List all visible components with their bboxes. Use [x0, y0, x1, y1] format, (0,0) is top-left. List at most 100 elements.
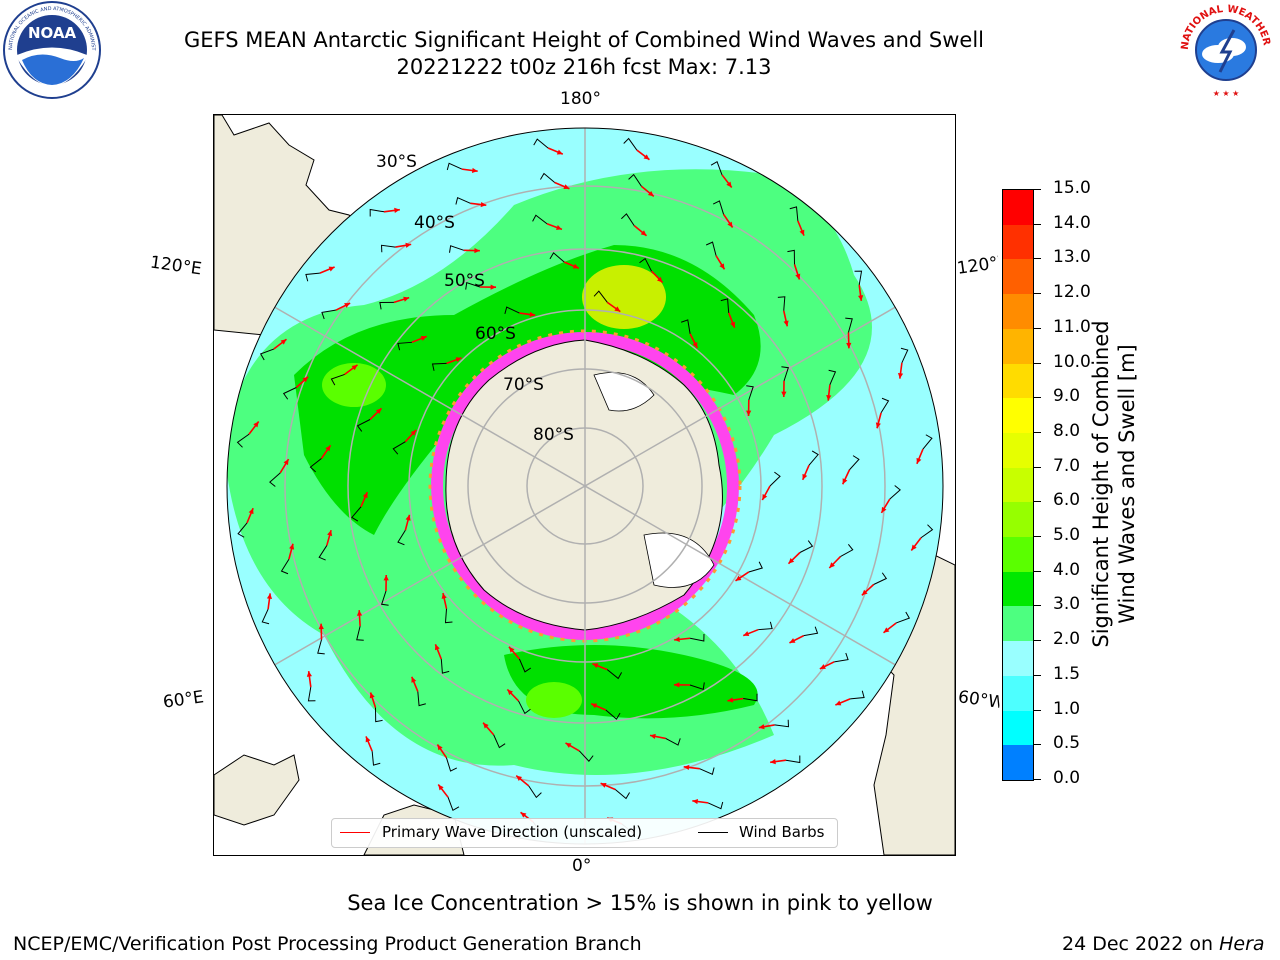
colorbar-tick-mark	[1034, 362, 1041, 364]
wind-barb	[781, 366, 790, 382]
colorbar-segment	[1003, 294, 1033, 329]
wind-barb	[900, 347, 909, 364]
wind-barb	[889, 485, 901, 500]
wind-barb	[446, 162, 463, 171]
wind-barb	[317, 639, 325, 655]
wave-arrow-head	[781, 391, 787, 398]
colorbar-tick-label: 9.0	[1053, 386, 1081, 407]
graticule	[227, 128, 943, 844]
wind-barb	[748, 561, 763, 573]
wind-barb	[504, 306, 520, 314]
colorbar-tick-label: 7.0	[1053, 455, 1081, 476]
wave-arrow-head	[730, 321, 736, 328]
colorbar-tick-mark	[1034, 605, 1041, 607]
wind-barb	[321, 309, 336, 320]
colorbar-tick-label: 8.0	[1053, 420, 1081, 441]
wind-barb	[261, 608, 270, 625]
wave-arrow-head	[455, 357, 462, 363]
colorbar-segment	[1003, 190, 1033, 225]
wind-barb	[896, 611, 911, 624]
lat-label-80: 80°S	[533, 425, 574, 445]
lon-label-upper-right: 120°W	[955, 253, 1001, 279]
wave-arrow-head	[842, 478, 848, 485]
wave-arrow-head	[474, 247, 480, 254]
wind-barb	[356, 419, 371, 432]
wave-arrow-head	[563, 184, 570, 190]
colorbar-segment	[1003, 571, 1033, 607]
colorbar-title-line1: Significant Height of Combined	[1089, 320, 1113, 648]
wave-arrow-head	[289, 543, 295, 550]
wind-barb	[789, 206, 799, 221]
wind-barb	[799, 540, 814, 553]
wind-barb	[318, 545, 328, 561]
wave-arrow-head	[743, 631, 750, 637]
wave-arrow-head	[802, 473, 808, 480]
lon-label-bottom: 0°	[572, 856, 592, 876]
wave-arrow-head	[266, 593, 273, 600]
wind-barb	[854, 270, 863, 286]
wave-arrow-head	[572, 263, 579, 269]
wind-barb	[758, 621, 773, 631]
wind-barb	[237, 522, 248, 538]
colorbar-segment	[1003, 328, 1033, 364]
wind-barb	[374, 707, 383, 723]
wave-arrow-head	[508, 646, 515, 653]
wind-barb	[712, 200, 725, 215]
wind-barb	[493, 734, 506, 749]
vector-field	[236, 137, 934, 835]
wave-arrow-head	[437, 744, 443, 751]
wave-arrow-head	[302, 376, 309, 383]
colorbar-tick-mark	[1034, 536, 1041, 538]
wave-arrow-head	[410, 429, 417, 436]
wind-barb	[689, 682, 705, 691]
host-name: Hera	[1219, 933, 1265, 955]
colorbar-segment	[1003, 259, 1033, 295]
wind-barb	[840, 543, 854, 557]
colorbar-tick-mark	[1034, 223, 1041, 225]
colorbar-tick-mark	[1034, 327, 1041, 329]
wave-arrow-head	[726, 181, 732, 188]
colorbar-segment	[1003, 467, 1033, 503]
wave-arrow-head	[438, 784, 444, 791]
wave-arrow-head	[819, 664, 826, 669]
wave-secondary-peak	[322, 363, 386, 407]
wave-arrow-head	[520, 812, 527, 818]
colorbar-tick-label: 14.0	[1053, 212, 1091, 233]
wind-barb	[381, 244, 396, 253]
wind-barb-label: Wind Barbs	[739, 823, 825, 841]
wave-arrow-head	[683, 764, 690, 771]
colorbar-tick-label: 5.0	[1053, 525, 1081, 546]
wave-arrow-head	[858, 295, 864, 301]
lon-label-lower-left: 60°E	[161, 687, 206, 713]
wave-arrow-head	[328, 266, 335, 272]
wind-barb	[606, 669, 623, 680]
wave-arrow-head	[826, 394, 832, 401]
lon-label-top: 180°	[560, 89, 601, 109]
wave-arrow-head	[861, 589, 868, 596]
wind-barb	[540, 172, 555, 183]
wave-arrow-head	[434, 644, 440, 651]
wind-barb	[356, 626, 364, 641]
wave-arrow-head	[405, 514, 411, 521]
wind-barb	[849, 455, 860, 471]
lat-label-40: 40°S	[414, 213, 455, 233]
wind-barb	[845, 317, 853, 333]
lon-label-lower-right: 60°W	[956, 687, 1002, 713]
wind-barb	[873, 572, 888, 585]
wave-arrow-head	[692, 342, 698, 349]
wave-arrow-head	[403, 296, 410, 302]
wind-barb	[392, 441, 406, 455]
colorbar-tick-mark	[1034, 709, 1041, 711]
wave-arrow-head	[846, 342, 852, 349]
wave-arrow-head	[789, 638, 796, 643]
wave-peak	[582, 265, 666, 329]
wind-barb	[743, 693, 758, 702]
wind-barb	[803, 626, 819, 637]
wave-arrow-head	[253, 421, 259, 428]
colorbar-tick-label: 1.5	[1053, 663, 1081, 684]
wind-barb	[920, 524, 934, 539]
wave-arrow-head	[318, 623, 324, 630]
colorbar-tick-mark	[1034, 570, 1041, 572]
wave-arrow-head	[383, 574, 389, 581]
wind-barb	[639, 257, 652, 272]
